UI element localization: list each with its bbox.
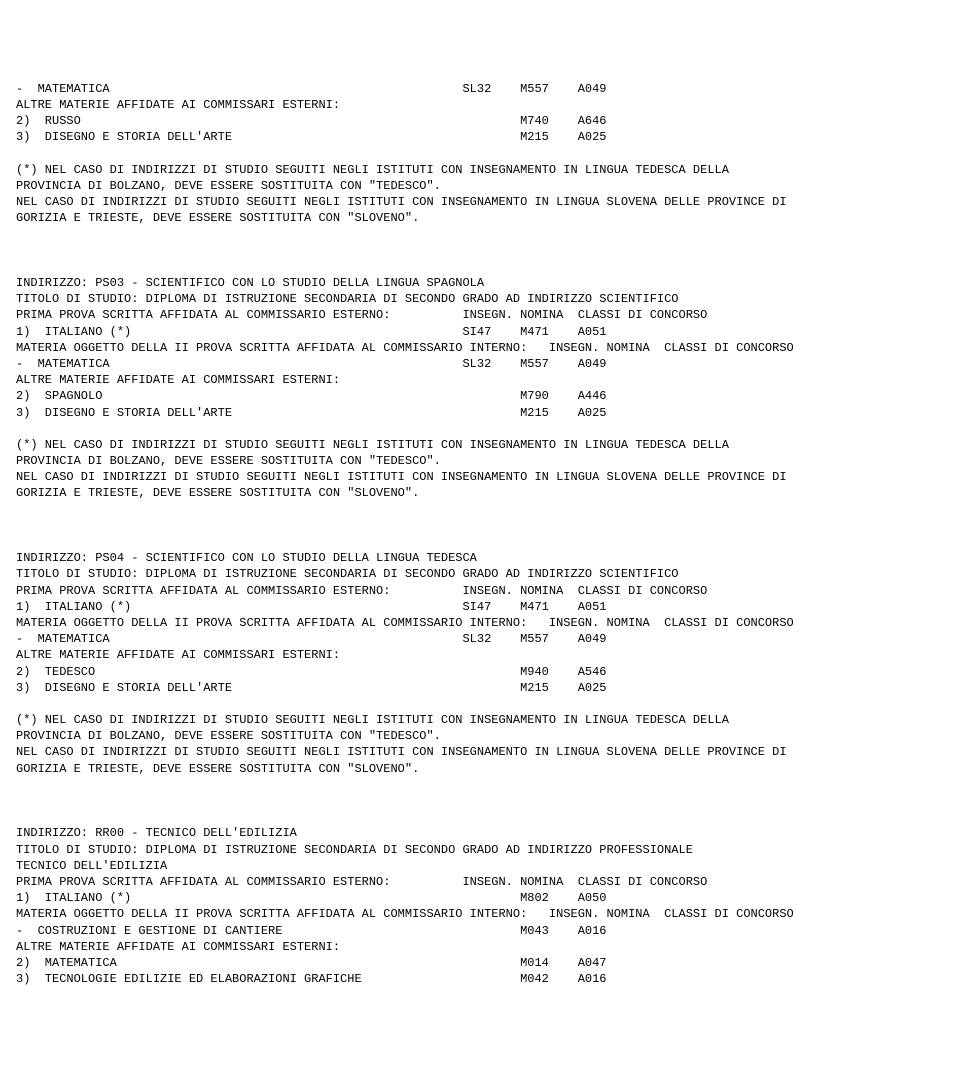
document-body: - MATEMATICA SL32 M557 A049 ALTRE MATERI…	[16, 81, 944, 988]
